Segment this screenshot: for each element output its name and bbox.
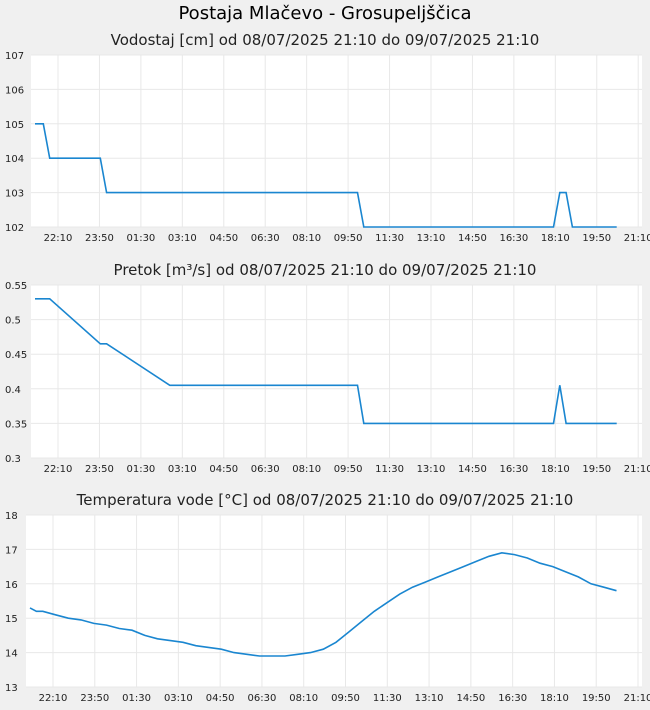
x-tick-label: 19:50 — [582, 464, 611, 475]
y-tick-label: 105 — [5, 120, 24, 131]
y-tick-label: 14 — [5, 649, 18, 660]
y-tick-label: 0.35 — [5, 419, 27, 430]
x-tick-label: 22:10 — [39, 693, 68, 704]
x-tick-label: 03:10 — [168, 233, 197, 244]
y-tick-label: 0.4 — [5, 385, 21, 396]
x-tick-label: 04:50 — [209, 233, 238, 244]
x-tick-label: 22:10 — [44, 464, 73, 475]
x-tick-label: 13:10 — [415, 693, 444, 704]
plot-area — [26, 515, 642, 687]
x-tick-label: 04:50 — [209, 464, 238, 475]
x-tick-label: 21:10 — [624, 464, 650, 475]
x-tick-label: 08:10 — [289, 693, 318, 704]
x-tick-label: 09:50 — [334, 233, 363, 244]
series-line — [35, 298, 617, 425]
x-tick-label: 11:30 — [373, 693, 402, 704]
y-tick-label: 15 — [5, 614, 18, 625]
x-tick-label: 23:50 — [80, 693, 109, 704]
y-tick-label: 106 — [5, 85, 24, 96]
y-tick-label: 102 — [5, 223, 24, 234]
chart-title: Pretok [m³/s] od 08/07/2025 21:10 do 09/… — [114, 261, 537, 279]
y-tick-label: 103 — [5, 189, 24, 200]
x-tick-label: 18:10 — [541, 233, 570, 244]
chart-3: Temperatura vode [°C] od 08/07/2025 21:1… — [5, 491, 650, 704]
x-tick-label: 03:10 — [168, 464, 197, 475]
series-line — [29, 551, 617, 657]
x-tick-label: 16:30 — [498, 693, 527, 704]
y-tick-label: 104 — [5, 154, 24, 165]
x-tick-label: 08:10 — [292, 464, 321, 475]
y-tick-label: 17 — [5, 545, 18, 556]
plot-area — [31, 55, 642, 227]
x-tick-label: 01:30 — [126, 464, 155, 475]
chart-1: Vodostaj [cm] od 08/07/2025 21:10 do 09/… — [5, 31, 650, 244]
x-tick-label: 14:50 — [458, 233, 487, 244]
y-tick-label: 107 — [5, 51, 24, 62]
x-tick-label: 01:30 — [126, 233, 155, 244]
x-tick-label: 14:50 — [456, 693, 485, 704]
x-tick-label: 16:30 — [499, 464, 528, 475]
x-tick-label: 22:10 — [44, 233, 73, 244]
x-tick-label: 11:30 — [375, 464, 404, 475]
x-tick-label: 09:50 — [334, 464, 363, 475]
x-tick-label: 21:10 — [624, 693, 650, 704]
y-tick-label: 18 — [5, 511, 18, 522]
y-tick-label: 0.3 — [5, 454, 21, 465]
x-tick-label: 01:30 — [122, 693, 151, 704]
y-tick-label: 16 — [5, 580, 18, 591]
chart-title: Temperatura vode [°C] od 08/07/2025 21:1… — [76, 491, 574, 509]
x-tick-label: 13:10 — [417, 233, 446, 244]
x-tick-label: 16:30 — [499, 233, 528, 244]
x-tick-label: 03:10 — [164, 693, 193, 704]
x-tick-label: 13:10 — [417, 464, 446, 475]
series-line — [35, 123, 617, 228]
page-title: Postaja Mlačevo - Grosupeljščica — [178, 3, 472, 24]
x-tick-label: 06:30 — [251, 464, 280, 475]
x-tick-label: 14:50 — [458, 464, 487, 475]
plot-area — [31, 285, 642, 458]
y-tick-label: 0.5 — [5, 316, 21, 327]
x-tick-label: 18:10 — [540, 693, 569, 704]
x-tick-label: 08:10 — [292, 233, 321, 244]
x-tick-label: 19:50 — [582, 693, 611, 704]
x-tick-label: 18:10 — [541, 464, 570, 475]
chart-title: Vodostaj [cm] od 08/07/2025 21:10 do 09/… — [111, 31, 540, 49]
y-tick-label: 0.55 — [5, 281, 27, 292]
chart-2: Pretok [m³/s] od 08/07/2025 21:10 do 09/… — [5, 261, 650, 475]
x-tick-label: 06:30 — [248, 693, 277, 704]
x-tick-label: 21:10 — [624, 233, 650, 244]
y-tick-label: 0.45 — [5, 350, 27, 361]
x-tick-label: 04:50 — [206, 693, 235, 704]
x-tick-label: 11:30 — [375, 233, 404, 244]
x-tick-label: 19:50 — [582, 233, 611, 244]
x-tick-label: 23:50 — [85, 233, 114, 244]
x-tick-label: 23:50 — [85, 464, 114, 475]
x-tick-label: 06:30 — [251, 233, 280, 244]
y-tick-label: 13 — [5, 683, 18, 694]
x-tick-label: 09:50 — [331, 693, 360, 704]
